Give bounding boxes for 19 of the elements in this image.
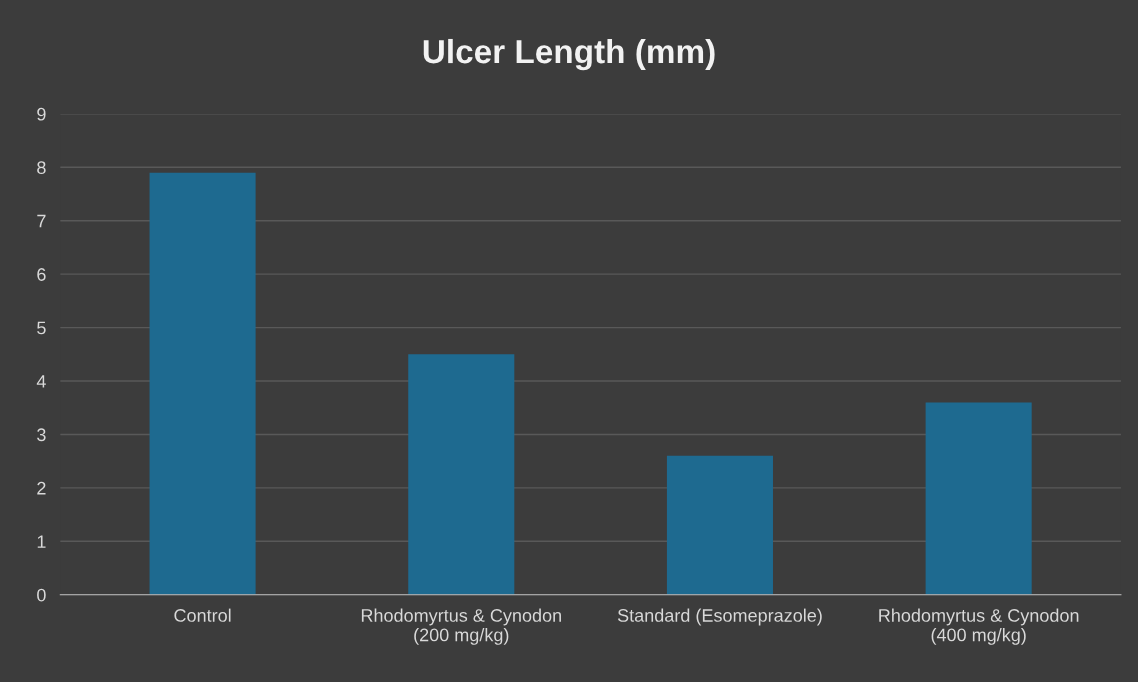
bar: [408, 354, 515, 595]
x-tick-label: Rhodomyrtus & Cynodon (200 mg/kg): [361, 608, 561, 645]
y-tick-label: 4: [36, 375, 46, 388]
y-tick-label: 1: [37, 535, 46, 548]
x-tick-label: Control: [174, 608, 231, 622]
x-tick-label: Rhodomyrtus & Cynodon (400 mg/kg): [879, 608, 1079, 645]
y-tick-label: 2: [37, 481, 46, 495]
bar: [666, 455, 773, 595]
chart-title: Ulcer Length (mm): [423, 38, 715, 71]
y-tick-label: 7: [37, 214, 46, 228]
y-tick-label: 3: [37, 428, 46, 442]
y-tick-label: 6: [37, 268, 46, 281]
y-tick-label: 8: [37, 161, 46, 175]
x-tick-label: Standard (Esomeprazole): [617, 608, 822, 626]
y-tick-label: 9: [37, 107, 46, 121]
y-tick-label: 5: [37, 321, 46, 335]
y-tick-label: 0: [37, 588, 46, 602]
bar: [925, 402, 1032, 595]
bar: [149, 172, 256, 595]
